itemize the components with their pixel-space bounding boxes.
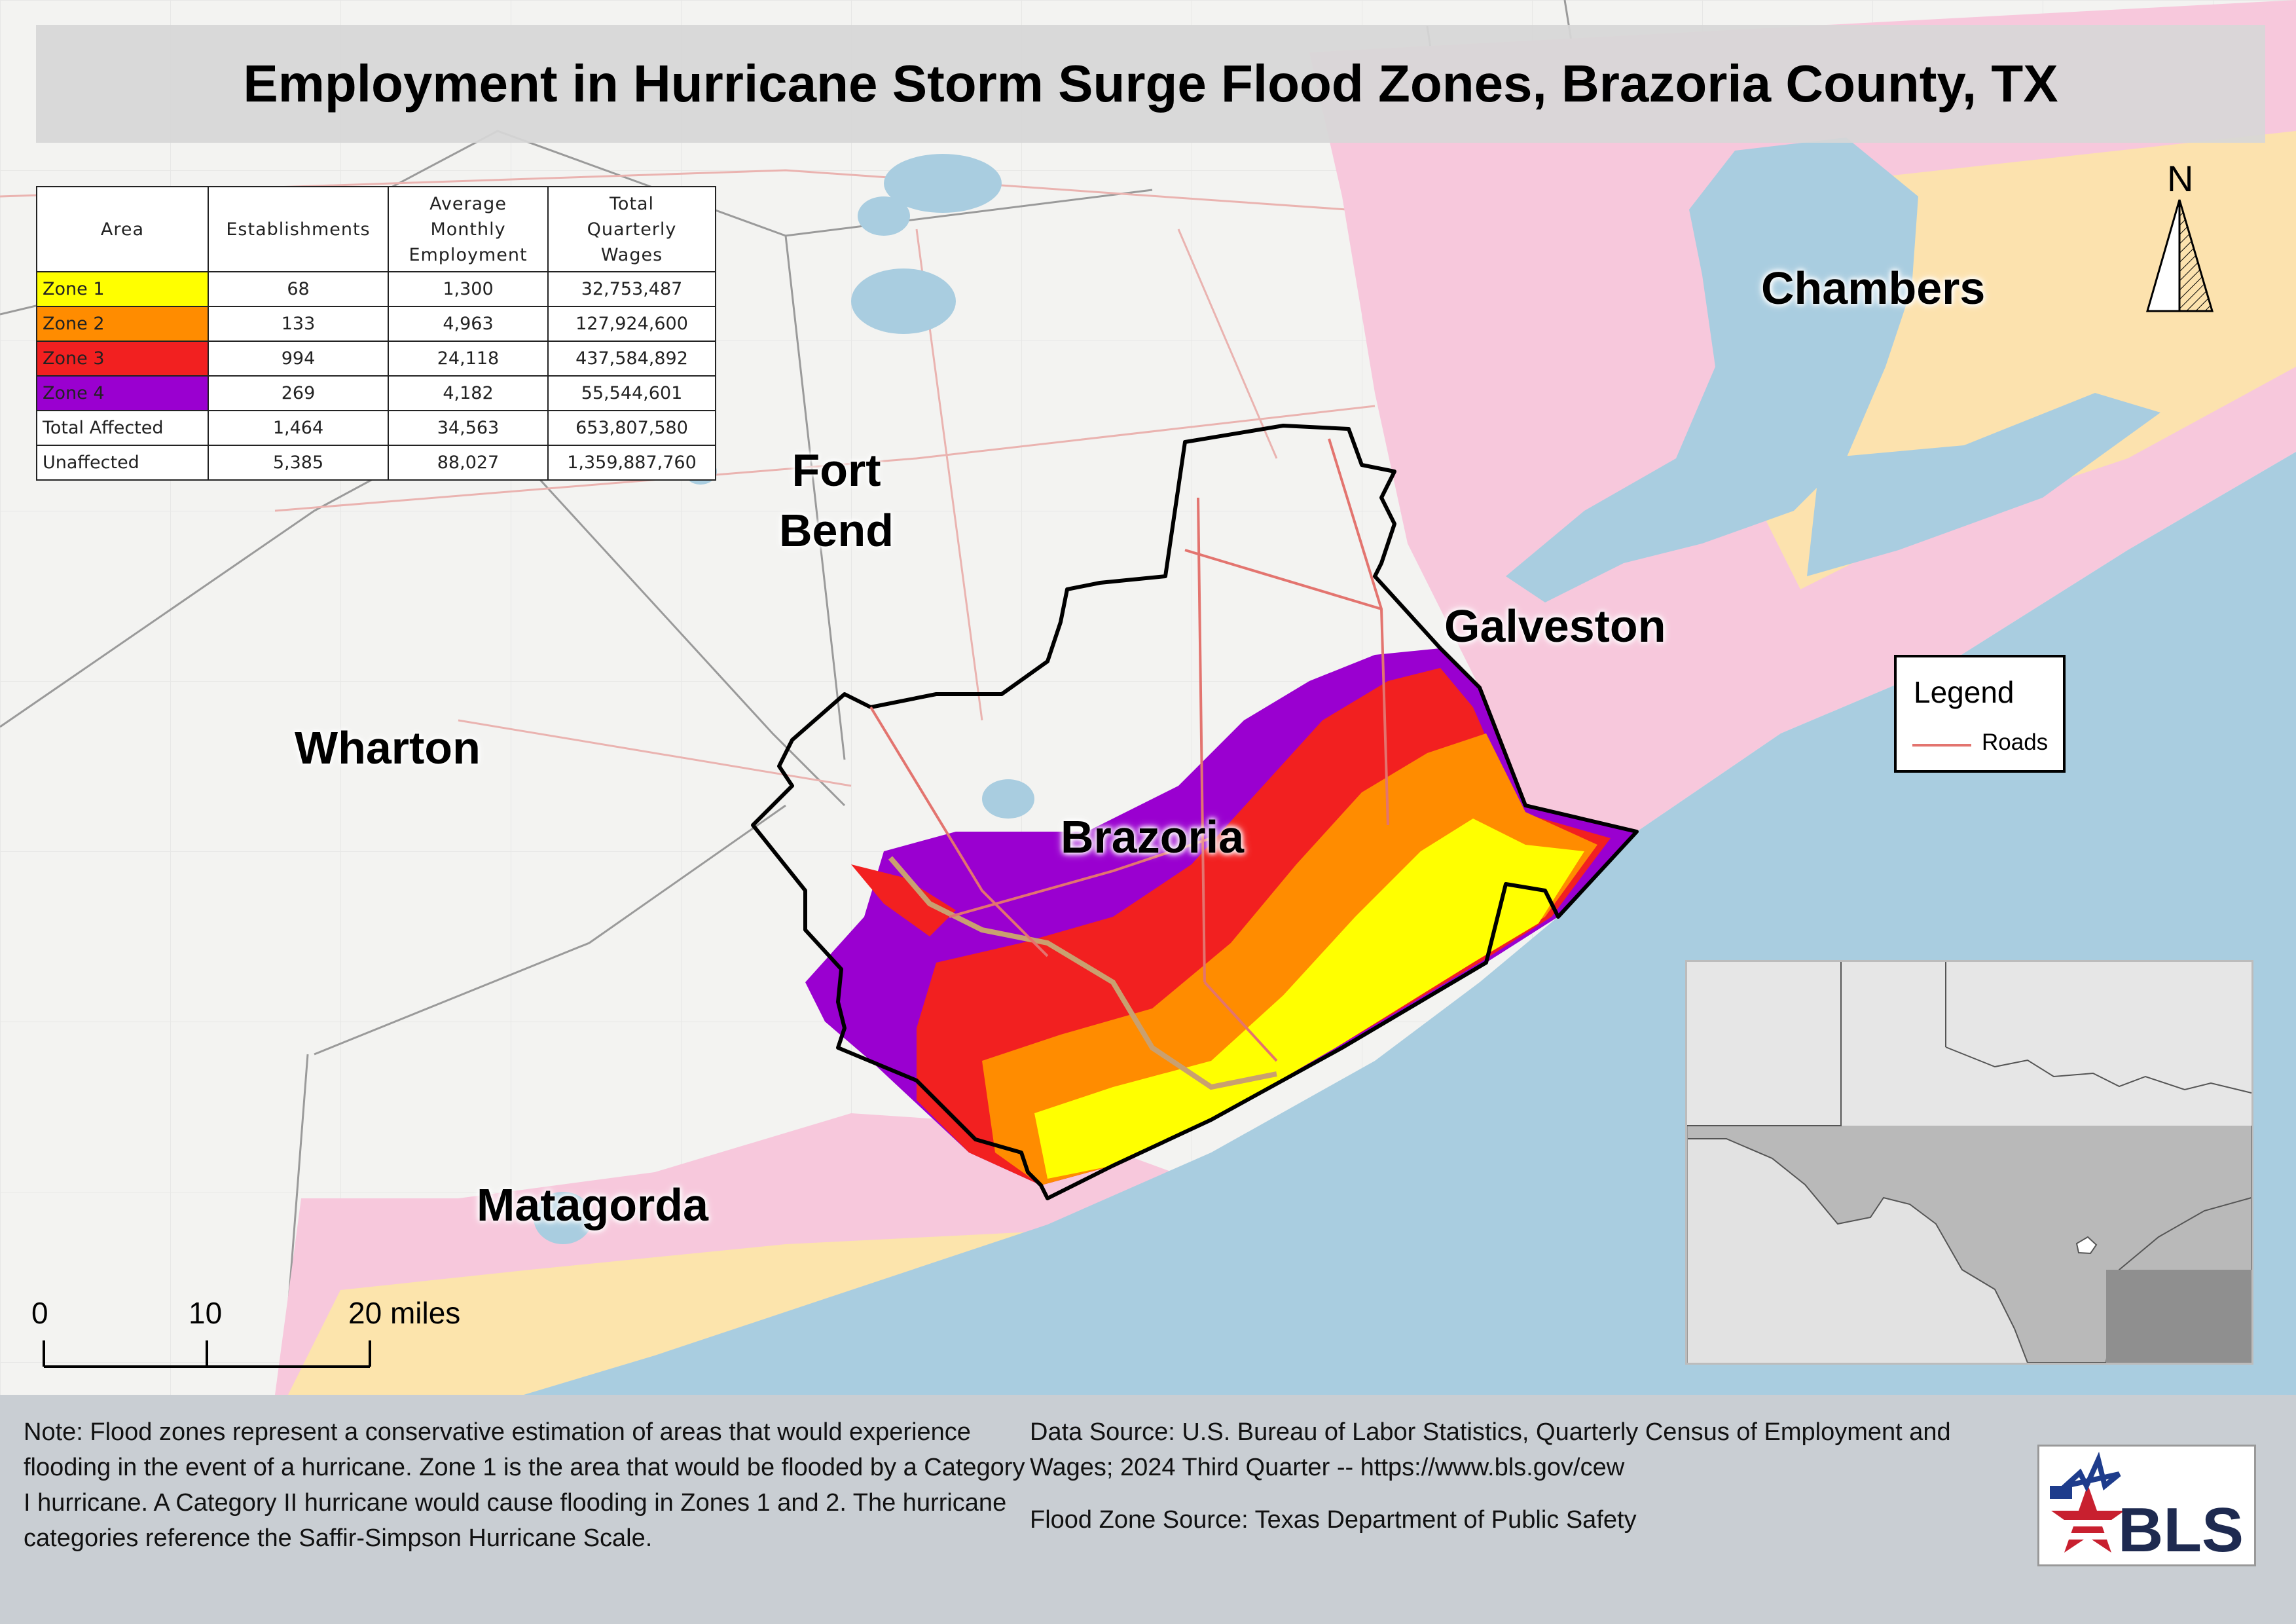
brazos-river [888, 856, 1277, 1090]
roads-brazoria [869, 438, 1389, 1062]
scale-bar [43, 1340, 371, 1368]
header-wages: Total Quarterly Wages [547, 186, 716, 272]
east-bay [1807, 393, 2160, 576]
flood-source-text: Flood Zone Source: Texas Department of P… [1030, 1506, 1637, 1534]
county-label-wharton: Wharton [295, 722, 481, 773]
row-establishments: 68 [208, 271, 389, 307]
bls-logo-text: BLS [2118, 1495, 2244, 1564]
table-row-unaffected: Unaffected 5,385 88,027 1,359,887,760 [36, 445, 716, 481]
row-area: Zone 3 [36, 341, 209, 377]
row-employment: 24,118 [388, 341, 549, 377]
county-label-brazoria: Brazoria [1061, 811, 1245, 862]
table-row-zone-2: Zone 2 133 4,963 127,924,600 [36, 306, 716, 342]
map-title: Employment in Hurricane Storm Surge Floo… [243, 54, 2058, 113]
row-employment: 4,963 [388, 306, 549, 342]
flood-zones [805, 648, 1637, 1185]
legend-title: Legend [1914, 675, 2014, 709]
row-establishments: 269 [208, 375, 389, 411]
galveston-bay [1506, 138, 1918, 602]
row-area: Zone 1 [36, 271, 209, 307]
header-employment: Average Monthly Employment [388, 186, 549, 272]
row-employment: 4,182 [388, 375, 549, 411]
texas-locator-svg [1686, 961, 2252, 1363]
row-establishments: 133 [208, 306, 389, 342]
row-employment: 88,027 [388, 445, 549, 481]
county-label-fort-bend: Fort Bend [779, 445, 894, 556]
inland-lakes [534, 154, 1034, 1244]
row-area: Total Affected [36, 410, 209, 446]
scale-label-0: 0 [31, 1296, 48, 1330]
row-wages: 653,807,580 [547, 410, 716, 446]
note-text: Note: Flood zones represent a conservati… [24, 1418, 1025, 1552]
zone-3-patch [851, 864, 956, 936]
row-area: Zone 4 [36, 375, 209, 411]
table-row-total-affected: Total Affected 1,464 34,563 653,807,580 [36, 410, 716, 446]
bls-logo-icon: BLS [2050, 1451, 2244, 1565]
legend-box: Legend Roads [1894, 655, 2066, 773]
employment-table: Area Establishments Average Monthly Empl… [36, 186, 716, 481]
scale-label-20: 20 miles [348, 1296, 461, 1330]
map-title-bar: Employment in Hurricane Storm Surge Floo… [36, 25, 2265, 143]
header-establishments: Establishments [208, 186, 389, 272]
table-row-zone-3: Zone 3 994 24,118 437,584,892 [36, 341, 716, 377]
north-label: N [2167, 158, 2194, 199]
north-arrow-icon [2146, 199, 2214, 312]
bls-logo[interactable]: BLS [2037, 1445, 2256, 1566]
table-row-zone-4: Zone 4 269 4,182 55,544,601 [36, 375, 716, 411]
row-employment: 1,300 [388, 271, 549, 307]
legend-roads-label: Roads [1982, 729, 2049, 755]
row-establishments: 994 [208, 341, 389, 377]
brazoria-locator-marker [2075, 1236, 2098, 1255]
county-label-chambers: Chambers [1761, 263, 1986, 314]
row-employment: 34,563 [388, 410, 549, 446]
scale-label-10: 10 [189, 1296, 223, 1330]
row-wages: 32,753,487 [547, 271, 716, 307]
zone-1-area [1034, 819, 1584, 1179]
row-wages: 1,359,887,760 [547, 445, 716, 481]
county-label-galveston: Galveston [1444, 600, 1666, 652]
inset-locator-map [1685, 960, 2253, 1365]
table-row-zone-1: Zone 1 68 1,300 32,753,487 [36, 271, 716, 307]
row-wages: 55,544,601 [547, 375, 716, 411]
table-header-row: Area Establishments Average Monthly Empl… [36, 186, 716, 272]
row-wages: 127,924,600 [547, 306, 716, 342]
row-wages: 437,584,892 [547, 341, 716, 377]
row-area: Unaffected [36, 445, 209, 481]
header-area: Area [36, 186, 209, 272]
row-area: Zone 2 [36, 306, 209, 342]
row-establishments: 5,385 [208, 445, 389, 481]
row-establishments: 1,464 [208, 410, 389, 446]
footer-panel [0, 1395, 2296, 1624]
data-source-text: Data Source: U.S. Bureau of Labor Statis… [1030, 1418, 1951, 1481]
county-label-matagorda: Matagorda [477, 1179, 708, 1230]
roads-line-swatch [1912, 744, 1971, 747]
